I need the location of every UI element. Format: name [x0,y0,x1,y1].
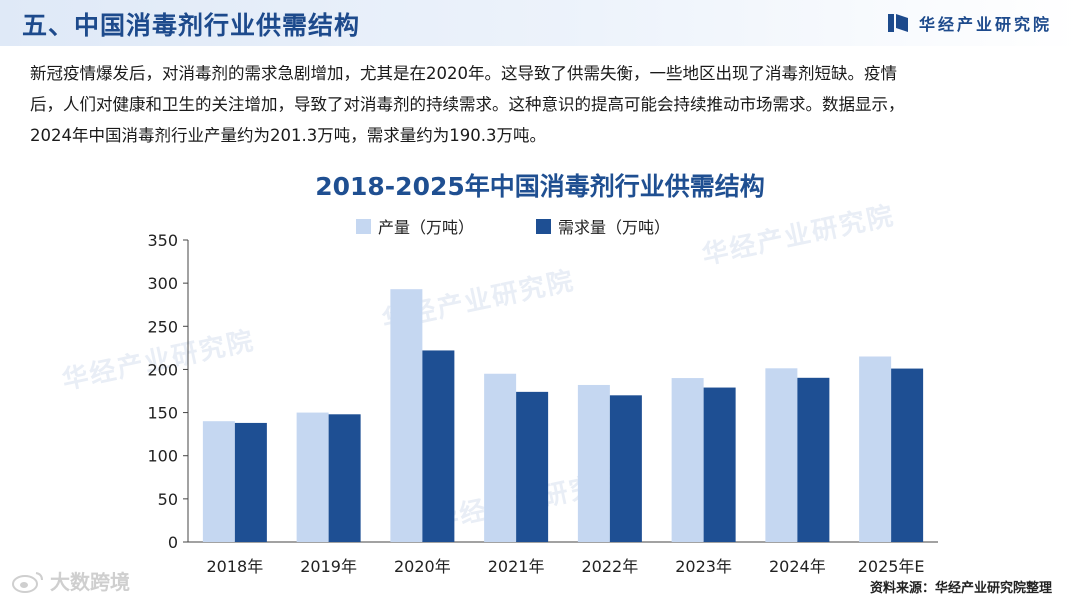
y-tick-label: 300 [147,274,178,293]
chart-legend: 产量（万吨） 需求量（万吨） [356,214,732,238]
footer-mark-text: 大数跨境 [50,570,130,594]
bar-production [296,412,329,542]
y-tick-label: 0 [168,533,178,552]
intro-line: 后，人们对健康和卫生的关注增加，导致了对消毒剂的持续需求。这种意识的提高可能会持… [30,95,905,114]
x-tick-label: 2025年E [858,557,925,576]
bar-production [765,368,798,542]
brand: 华经产业研究院 [887,11,1052,35]
bar-demand [703,387,736,542]
intro-line: 新冠疫情爆发后，对消毒剂的需求急剧增加，尤其是在2020年。这导致了供需失衡，一… [30,64,897,83]
y-tick-label: 350 [147,231,178,250]
y-tick-label: 100 [147,447,178,466]
chart-title: 2018-2025年中国消毒剂行业供需结构 [315,172,765,201]
intro-paragraph: 新冠疫情爆发后，对消毒剂的需求急剧增加，尤其是在2020年。这导致了供需失衡，一… [30,58,1060,151]
bar-demand [516,391,549,542]
weibo-logo-icon [12,571,43,593]
y-tick-label: 50 [158,490,178,509]
intro-line: 2024年中国消毒剂行业产量约为201.3万吨，需求量约为190.3万吨。 [30,126,546,145]
page-title: 五、中国消毒剂行业供需结构 [22,11,361,40]
legend-label-production: 产量（万吨） [378,218,475,237]
bar-production [671,378,704,542]
header-bar: 五、中国消毒剂行业供需结构 华经产业研究院 [0,0,1080,46]
legend-swatch-demand [536,218,552,234]
bar-production [202,421,235,542]
brand-name: 华经产业研究院 [918,15,1052,34]
bar-production [390,289,423,542]
bar-demand [422,350,455,542]
y-tick-label: 200 [147,360,178,379]
x-tick-label: 2019年 [300,557,357,576]
bar-demand [797,377,830,542]
x-tick-label: 2020年 [394,557,451,576]
x-tick-label: 2021年 [488,557,545,576]
bar-demand [234,422,267,542]
legend-swatch-production [356,218,371,234]
bar-production [484,373,517,542]
legend-label-demand: 需求量（万吨） [558,218,671,237]
y-tick-label: 150 [147,404,178,423]
bar-demand [609,395,642,542]
bar-demand [891,368,924,542]
bar-demand [328,414,361,542]
footer-mark: 大数跨境 [10,566,130,595]
legend-item-demand: 需求量（万吨） [536,214,670,238]
x-tick-label: 2018年 [207,557,264,576]
y-tick-label: 250 [147,317,178,336]
source-note: 资料来源：华经产业研究院整理 [869,581,1052,596]
x-tick-label: 2022年 [582,557,639,576]
x-tick-label: 2023年 [675,557,732,576]
brand-logo-icon [887,14,908,32]
bar-production [859,356,892,542]
x-tick-label: 2024年 [769,557,826,576]
legend-item-production: 产量（万吨） [356,214,474,238]
bar-production [577,384,610,542]
